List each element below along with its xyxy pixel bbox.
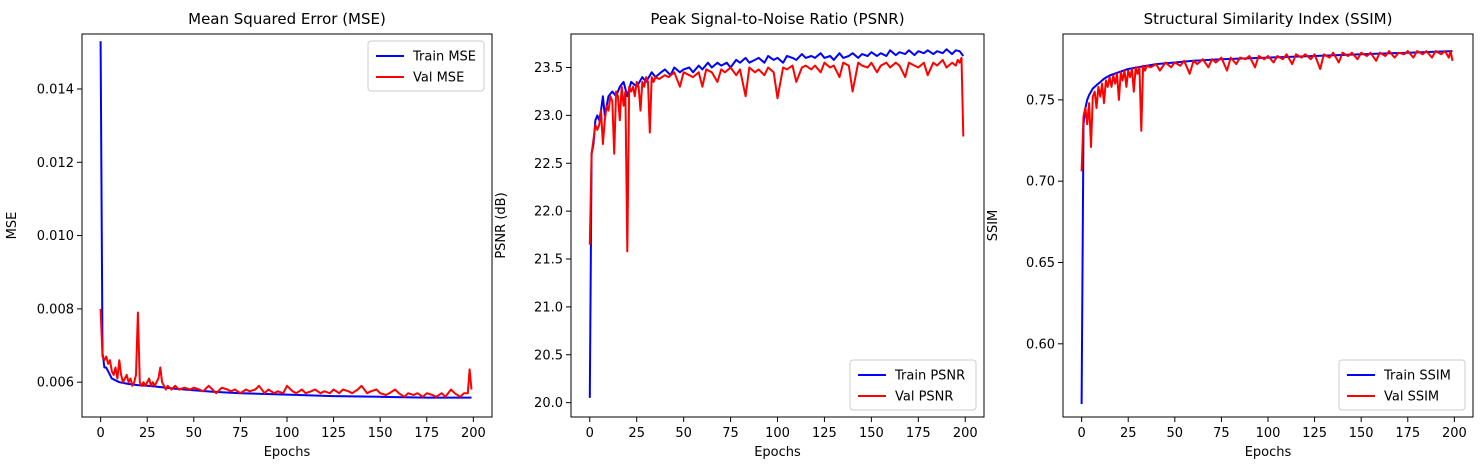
x-axis-label: Epochs [754,445,801,460]
y-tick-label: 0.65 [1026,256,1055,271]
subplot-1: 0 25 50 75 100 125 150 175 200 0.006 0.008 0.010 0.0… [5,10,493,460]
legend: Train SSIM Val SSIM [1338,359,1466,411]
x-tick-label: 100 [765,426,790,441]
subplot-3: 0 25 50 75 100 125 150 175 200 0.60 0.65 0.70 0.75 St… [986,10,1474,460]
y-tick-label: 0.014 [37,82,74,97]
legend-label: Val SSIM [1384,390,1439,405]
series-line-val-mse [99,308,473,398]
legend-label: Val MSE [413,71,464,86]
x-tick-label: 75 [722,426,739,441]
y-tick-label: 20.5 [534,348,563,363]
x-tick-label: 125 [812,426,837,441]
legend-box [849,359,977,411]
x-tick-label: 50 [1167,426,1184,441]
legend: Train MSE Val MSE [367,40,485,92]
y-tick-label: 21.5 [534,253,563,268]
y-tick-label: 23.0 [534,109,563,124]
x-tick-label: 175 [414,426,439,441]
x-tick-label: 125 [321,426,346,441]
x-tick-label: 0 [1077,426,1085,441]
x-tick-label: 100 [275,426,300,441]
y-tick-label: 0.006 [37,376,74,391]
y-axis-label: MSE [5,212,20,240]
x-tick-label: 200 [461,426,486,441]
subplot-2: 0 25 50 75 100 125 150 175 200 20.0 20.5 21.0 21.5 22… [494,10,985,460]
y-tick-label: 23.5 [534,61,563,76]
x-tick-label: 25 [1120,426,1137,441]
chart-title: Mean Squared Error (MSE) [188,10,386,28]
legend-label: Train MSE [412,50,476,65]
chart-title: Structural Similarity Index (SSIM) [1144,10,1393,28]
series-line-val-psnr [588,56,965,253]
y-tick-label: 0.75 [1026,93,1055,108]
y-tick-label: 0.010 [37,229,74,244]
y-tick-label: 0.008 [37,302,74,317]
x-tick-label: 100 [1256,426,1281,441]
x-tick-label: 25 [628,426,645,441]
chart-title: Peak Signal-to-Noise Ratio (PSNR) [650,10,904,28]
series-line-val-ssim [1080,50,1454,172]
x-tick-label: 200 [953,426,978,441]
legend-label: Val PSNR [895,390,953,405]
series-line-train-psnr [588,48,965,398]
x-tick-label: 0 [586,426,594,441]
legend: Train PSNR Val PSNR [849,359,977,411]
legend-box [367,40,485,92]
y-tick-label: 22.5 [534,157,563,172]
x-tick-label: 0 [96,426,104,441]
legend-label: Train PSNR [894,369,965,384]
y-axis-label: SSIM [986,210,1001,242]
y-tick-label: 22.0 [534,205,563,220]
x-tick-label: 50 [675,426,692,441]
series-line-train-mse [99,41,472,399]
y-tick-label: 0.60 [1026,337,1055,352]
legend-label: Train SSIM [1383,369,1451,384]
x-tick-label: 25 [139,426,156,441]
x-tick-label: 75 [1213,426,1230,441]
x-tick-label: 150 [859,426,884,441]
y-tick-label: 20.0 [534,396,563,411]
y-axis-label: PSNR (dB) [494,192,509,258]
x-tick-label: 50 [186,426,203,441]
legend-box [1338,359,1466,411]
x-tick-label: 175 [906,426,931,441]
x-tick-label: 150 [368,426,393,441]
y-tick-label: 0.70 [1026,175,1055,190]
x-tick-label: 175 [1395,426,1420,441]
x-axis-label: Epochs [1245,445,1292,460]
series-line-train-ssim [1080,50,1453,405]
x-tick-label: 150 [1349,426,1374,441]
x-axis-label: Epochs [264,445,311,460]
x-tick-label: 125 [1302,426,1327,441]
x-tick-label: 75 [232,426,249,441]
x-tick-label: 200 [1442,426,1467,441]
y-tick-label: 0.012 [37,156,74,171]
y-tick-label: 21.0 [534,300,563,315]
